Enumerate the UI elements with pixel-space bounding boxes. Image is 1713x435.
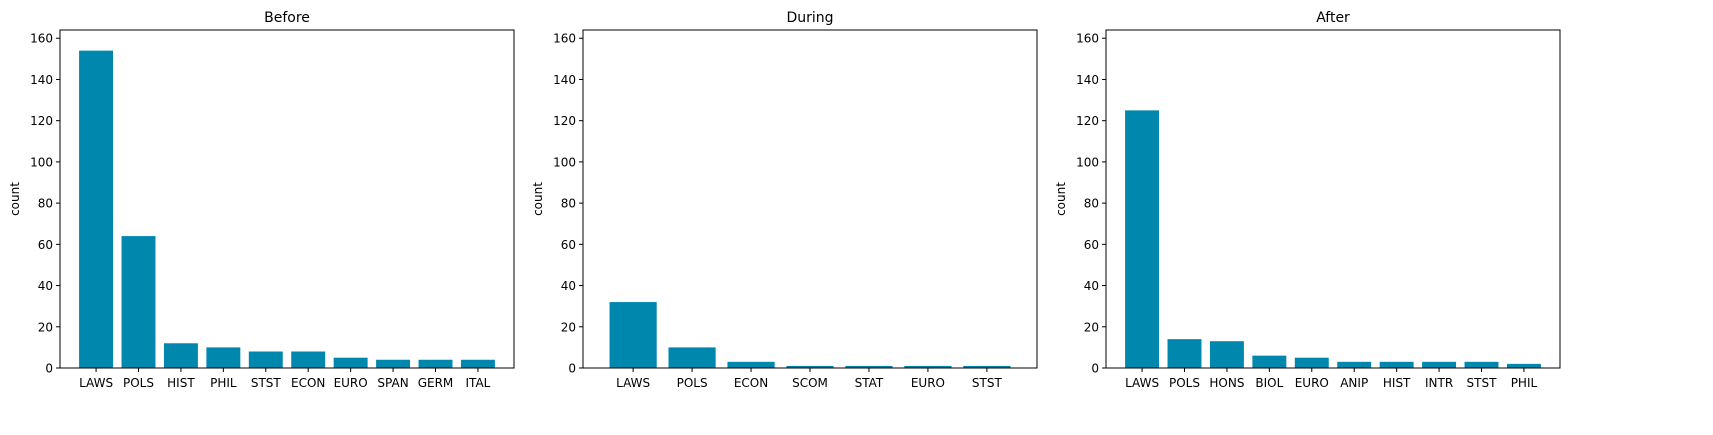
- bar-ital: [460, 359, 495, 368]
- y-tick-label: 20: [38, 320, 53, 334]
- y-axis-label: count: [1054, 182, 1068, 216]
- bar-germ: [418, 359, 453, 368]
- chart-panel-during: LAWS POLS ECON SCOM STAT EURO STST 0 20 40 60 80 100…: [531, 10, 1038, 390]
- bar-euro: [904, 365, 952, 368]
- y-tick-label: 100: [553, 155, 576, 169]
- bar-econ: [727, 361, 775, 368]
- bar-span: [376, 359, 411, 368]
- x-tick-label: PHIL: [210, 376, 237, 390]
- bar-stst: [963, 365, 1011, 368]
- bar-econ: [291, 351, 326, 368]
- y-axis-label: count: [531, 182, 545, 216]
- y-tick-label: 140: [553, 73, 576, 87]
- x-tick-label: GERM: [418, 376, 454, 390]
- bar-stst: [1464, 361, 1499, 368]
- bar-laws: [1125, 110, 1160, 368]
- bar-stat: [845, 365, 893, 368]
- bar-phil: [1506, 363, 1541, 368]
- y-tick-label: 60: [38, 238, 53, 252]
- y-tick-label: 120: [1076, 114, 1099, 128]
- y-tick-label: 40: [561, 279, 576, 293]
- y-tick-label: 100: [30, 155, 53, 169]
- y-tick-label: 160: [1076, 32, 1099, 46]
- x-tick-label: INTR: [1425, 376, 1453, 390]
- x-tick-label: ECON: [291, 376, 325, 390]
- x-tick-label: EURO: [1295, 376, 1329, 390]
- y-tick-label: 120: [30, 114, 53, 128]
- chart-panel-after: LAWS POLS HONS BIOL EURO ANIP HIST INTR STST PHIL…: [1054, 10, 1561, 390]
- bar-laws: [609, 302, 657, 368]
- y-tick-label: 100: [1076, 155, 1099, 169]
- x-tick-label: HONS: [1209, 376, 1244, 390]
- x-tick-label: HIST: [167, 376, 195, 390]
- bar-scom: [786, 365, 834, 368]
- bar-hist: [163, 343, 198, 368]
- y-axis-label: count: [8, 182, 22, 216]
- y-tick-label: 80: [561, 197, 576, 211]
- x-tick-label: LAWS: [616, 376, 650, 390]
- y-tick-label: 40: [1084, 279, 1099, 293]
- bar-laws: [79, 50, 114, 369]
- y-tick-label: 120: [553, 114, 576, 128]
- bar-phil: [206, 347, 241, 368]
- x-tick-label: STST: [1467, 376, 1498, 390]
- y-tick-label: 0: [45, 362, 53, 376]
- x-tick-label: LAWS: [1125, 376, 1159, 390]
- bar-hist: [1379, 361, 1414, 368]
- x-tick-label: POLS: [123, 376, 154, 390]
- y-tick-label: 80: [38, 197, 53, 211]
- y-tick-label: 60: [1084, 238, 1099, 252]
- x-tick-label: POLS: [1169, 376, 1200, 390]
- x-tick-label: HIST: [1383, 376, 1411, 390]
- x-tick-label: BIOL: [1255, 376, 1283, 390]
- bar-euro: [333, 357, 368, 368]
- x-tick-label: STST: [251, 376, 282, 390]
- y-tick-label: 140: [30, 73, 53, 87]
- y-tick-label: 40: [38, 279, 53, 293]
- y-tick-label: 80: [1084, 197, 1099, 211]
- x-tick-label: LAWS: [79, 376, 113, 390]
- chart-title: Before: [264, 10, 310, 26]
- x-tick-label: PHIL: [1511, 376, 1538, 390]
- y-tick-label: 0: [568, 362, 576, 376]
- x-tick-label: SPAN: [377, 376, 408, 390]
- bar-intr: [1422, 361, 1457, 368]
- bar-pols: [1167, 339, 1202, 368]
- y-tick-label: 20: [561, 320, 576, 334]
- y-tick-label: 160: [553, 32, 576, 46]
- x-tick-label: ITAL: [466, 376, 491, 390]
- chart-title: During: [786, 10, 833, 26]
- y-tick-label: 60: [561, 238, 576, 252]
- y-tick-label: 20: [1084, 320, 1099, 334]
- x-tick-label: ECON: [734, 376, 768, 390]
- y-tick-label: 140: [1076, 73, 1099, 87]
- bar-biol: [1252, 355, 1287, 368]
- x-tick-label: SCOM: [792, 376, 828, 390]
- axes-frame: [582, 29, 1038, 369]
- bar-euro: [1294, 357, 1329, 368]
- chart-panel-before: LAWS POLS HIST PHIL STST ECON EURO SPAN GERM ITAL…: [8, 10, 515, 390]
- bar-stst: [248, 351, 283, 368]
- bar-pols: [668, 347, 716, 368]
- chart-title: After: [1316, 10, 1350, 26]
- x-tick-label: ANIP: [1340, 376, 1368, 390]
- bar-hons: [1209, 341, 1244, 368]
- bar-anip: [1337, 361, 1372, 368]
- axes-frame: [1105, 29, 1561, 369]
- y-tick-label: 0: [1091, 362, 1099, 376]
- x-tick-label: EURO: [334, 376, 368, 390]
- x-tick-label: POLS: [677, 376, 708, 390]
- x-tick-label: STAT: [855, 376, 884, 390]
- y-tick-label: 160: [30, 32, 53, 46]
- axes-frame: [59, 29, 515, 369]
- x-tick-label: EURO: [911, 376, 945, 390]
- x-tick-label: STST: [972, 376, 1003, 390]
- bar-pols: [121, 236, 156, 368]
